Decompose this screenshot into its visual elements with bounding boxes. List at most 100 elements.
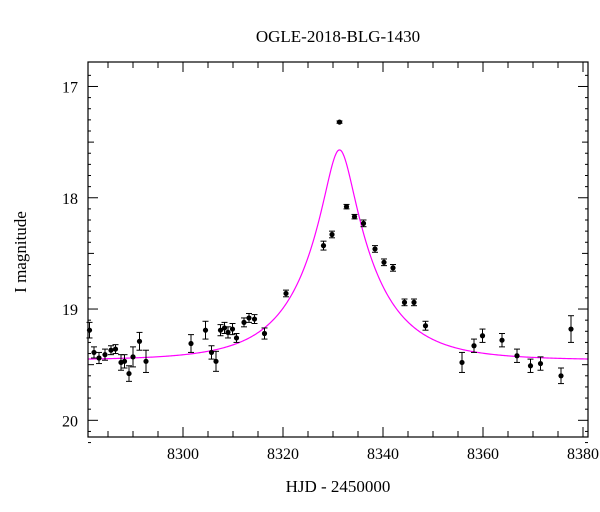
x-tick-label: 8360 (467, 446, 499, 463)
point-marker (261, 330, 268, 337)
data-point (233, 333, 240, 343)
point-marker (471, 343, 477, 349)
data-point (372, 245, 378, 253)
data-point (208, 345, 215, 360)
data-point (422, 320, 429, 331)
data-point (143, 349, 149, 373)
data-point (283, 289, 289, 298)
point-marker (422, 323, 429, 329)
data-point (459, 351, 465, 373)
x-tick-label: 8320 (267, 446, 299, 463)
point-marker (360, 220, 367, 226)
point-marker (320, 243, 327, 249)
y-axis: 17 18 19 20 (62, 74, 588, 444)
data-point (479, 328, 486, 343)
data-points-layer (86, 119, 574, 385)
data-point (246, 312, 252, 323)
data-point (381, 258, 387, 267)
point-marker (381, 259, 387, 265)
point-marker (233, 335, 240, 341)
model-curve-layer (87, 149, 589, 360)
model-curve (87, 149, 589, 360)
point-marker (96, 355, 102, 361)
point-marker (108, 347, 114, 353)
point-marker (246, 315, 252, 321)
point-marker (229, 326, 236, 332)
point-marker (251, 316, 258, 322)
data-point (401, 298, 408, 307)
point-marker (102, 352, 108, 358)
plot-frame (87, 61, 589, 438)
point-marker (343, 204, 350, 210)
data-point (499, 333, 505, 348)
point-marker (537, 360, 544, 367)
point-marker (91, 349, 97, 356)
data-point (568, 315, 574, 343)
point-marker (459, 359, 465, 366)
data-point (112, 344, 119, 355)
y-tick-label: 20 (62, 413, 78, 430)
point-marker (514, 353, 520, 359)
data-point (343, 203, 350, 210)
point-marker (143, 358, 149, 364)
x-axis: 8300 8320 8340 8360 8380 (107, 62, 599, 463)
data-point (527, 358, 534, 373)
point-marker (283, 290, 289, 297)
data-point (241, 317, 247, 328)
data-point (329, 230, 335, 239)
point-marker (479, 333, 486, 339)
data-point (91, 346, 97, 359)
point-marker (568, 326, 574, 332)
point-marker (372, 246, 378, 252)
data-point (121, 354, 128, 369)
data-point (261, 327, 268, 340)
data-point (336, 119, 343, 125)
data-point (351, 213, 358, 220)
point-marker (208, 349, 215, 356)
data-point (411, 298, 417, 307)
point-marker (136, 338, 143, 344)
x-tick-label: 8300 (167, 446, 199, 463)
y-tick-label: 17 (62, 79, 78, 96)
data-point (537, 356, 544, 371)
y-tick-label: 18 (62, 191, 78, 208)
data-point (251, 314, 258, 324)
point-marker (527, 363, 534, 369)
data-point (471, 338, 477, 353)
x-axis-label: HJD - 2450000 (286, 477, 391, 496)
point-marker (401, 299, 408, 305)
point-marker (121, 358, 128, 364)
point-marker (336, 119, 343, 125)
point-marker (241, 319, 247, 325)
data-point (102, 348, 108, 361)
point-marker (217, 327, 224, 333)
point-marker (499, 337, 505, 343)
point-marker (126, 370, 132, 377)
data-point (202, 320, 209, 340)
data-point (360, 219, 367, 228)
y-tick-label: 19 (62, 302, 78, 319)
data-point (96, 351, 102, 365)
data-point (514, 348, 520, 363)
point-marker (213, 358, 219, 364)
data-point (136, 331, 143, 351)
data-point (225, 326, 231, 339)
point-marker (390, 265, 396, 271)
data-point (108, 345, 114, 356)
point-marker (130, 354, 136, 360)
point-marker (112, 346, 119, 352)
point-marker (558, 373, 564, 379)
point-marker (221, 325, 228, 331)
data-point (558, 367, 564, 385)
data-point (217, 324, 224, 337)
point-marker (225, 329, 231, 336)
point-marker (351, 214, 358, 220)
data-point (213, 350, 219, 372)
data-point (126, 365, 132, 382)
data-point (229, 322, 236, 336)
chart-title: OGLE-2018-BLG-1430 (256, 27, 420, 46)
data-point (320, 240, 327, 251)
point-marker (411, 299, 417, 305)
data-point (390, 264, 396, 272)
